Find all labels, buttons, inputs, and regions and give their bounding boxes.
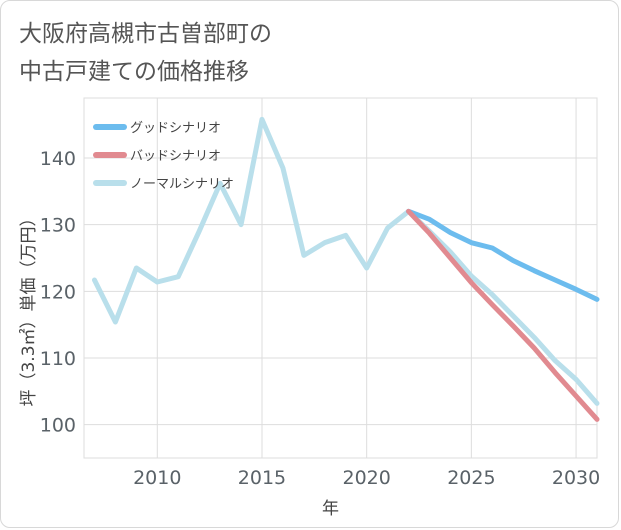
- y-tick-label: 140: [40, 148, 76, 170]
- y-tick-label: 130: [40, 215, 76, 237]
- x-tick-label: 2025: [447, 467, 495, 489]
- x-tick-label: 2030: [552, 467, 600, 489]
- y-axis-label: 坪（3.3㎡）単価（万円）: [19, 209, 39, 406]
- series-line-2: [91, 116, 600, 406]
- series-line-1: [406, 208, 600, 422]
- legend-label-0: グッドシナリオ: [130, 121, 221, 136]
- y-tick-label: 100: [40, 415, 76, 437]
- x-tick-label: 2015: [238, 467, 286, 489]
- chart-title: 大阪府高槻市古曽部町の 中古戸建ての価格推移: [19, 15, 439, 91]
- legend-label-2: ノーマルシナリオ: [130, 177, 234, 192]
- series-line-0: [406, 208, 600, 302]
- title-line-1: 大阪府高槻市古曽部町の: [19, 21, 272, 47]
- legend-label-1: バッドシナリオ: [130, 149, 221, 164]
- y-tick-label: 120: [40, 281, 76, 303]
- x-axis-label: 年: [322, 499, 339, 519]
- y-tick-label: 110: [40, 348, 76, 370]
- x-tick-label: 2020: [342, 467, 390, 489]
- plot-area: [83, 97, 598, 459]
- title-line-2: 中古戸建ての価格推移: [19, 59, 249, 85]
- x-tick-label: 2010: [133, 467, 181, 489]
